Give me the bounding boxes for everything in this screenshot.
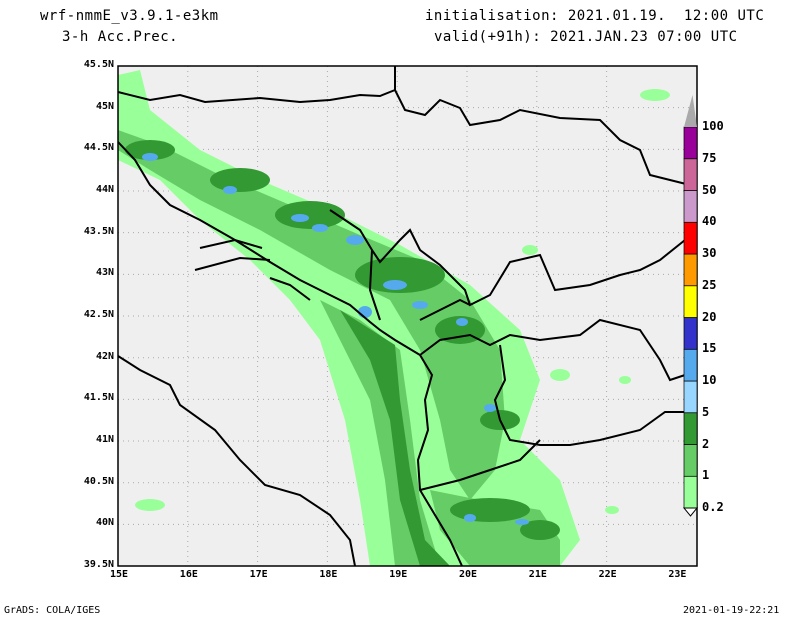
colorbar-label: 20: [702, 309, 717, 324]
colorbar-label: 50: [702, 182, 717, 197]
lon-label: 22E: [598, 569, 617, 580]
colorbar-segment: [683, 285, 698, 318]
precipitation-fields: [118, 70, 670, 566]
lon-label: 15E: [110, 569, 129, 580]
lat-label: 41N: [95, 434, 114, 446]
initialisation-time: initialisation: 2021.01.19. 12:00 UTC: [425, 8, 765, 24]
colorbar-label: 5: [702, 404, 710, 419]
lon-label: 21E: [528, 569, 547, 580]
colorbar-label: 0.2: [702, 500, 724, 514]
colorbar-segment: [683, 317, 698, 350]
lat-label: 43N: [95, 267, 114, 279]
colorbar-min-arrow: [682, 507, 699, 517]
footer-right: 2021-01-19-22:21: [683, 605, 780, 616]
colorbar-segment: [683, 475, 698, 509]
lon-label: 16E: [179, 569, 198, 580]
lat-label: 44.5N: [83, 142, 114, 154]
lon-label: 17E: [249, 569, 268, 580]
coastlines-borders: [117, 66, 691, 567]
colorbar-segment: [683, 190, 698, 223]
colorbar-segment: [683, 412, 698, 445]
colorbar-label: 75: [702, 150, 717, 165]
lon-label: 18E: [319, 569, 338, 580]
lat-label: 45.5N: [83, 59, 114, 70]
colorbar-segment: [683, 126, 698, 160]
colorbar-segment: [683, 348, 698, 382]
colorbar-segment: [683, 158, 698, 191]
colorbar-label: 10: [702, 373, 717, 387]
colorbar-segment: [683, 221, 698, 255]
lon-label: 23E: [668, 569, 687, 580]
colorbar-label: 30: [702, 246, 717, 260]
lat-label: 40N: [95, 517, 114, 529]
colorbar-label: 15: [702, 341, 717, 356]
lat-label: 45N: [95, 100, 114, 112]
colorbar-segment: [683, 444, 698, 477]
lat-label: 44N: [95, 184, 114, 195]
model-name: wrf-nmmE_v3.9.1-e3km: [40, 8, 219, 24]
colorbar-label: 40: [702, 214, 717, 229]
colorbar-label: 100: [702, 119, 724, 133]
colorbar: [682, 95, 699, 517]
colorbar-max-arrow: [684, 95, 697, 127]
lon-label: 20E: [459, 569, 478, 580]
valid-time: valid(+91h): 2021.JAN.23 07:00 UTC: [434, 29, 738, 45]
colorbar-label: 1: [702, 468, 710, 483]
colorbar-label: 2: [702, 436, 710, 451]
colorbar-segment: [683, 253, 698, 287]
lat-label: 42.5N: [83, 309, 114, 321]
field-name: 3-h Acc.Prec.: [62, 29, 179, 45]
lat-label: 39.5N: [83, 559, 114, 571]
footer-left: GrADS: COLA/IGES: [4, 605, 101, 616]
colorbar-label: 25: [702, 277, 717, 292]
lat-label: 43.5N: [83, 225, 114, 237]
lat-label: 42N: [95, 350, 114, 362]
lat-label: 40.5N: [83, 475, 114, 487]
lon-label: 19E: [389, 569, 408, 580]
colorbar-segment: [683, 380, 698, 414]
lat-label: 41.5N: [83, 392, 114, 404]
